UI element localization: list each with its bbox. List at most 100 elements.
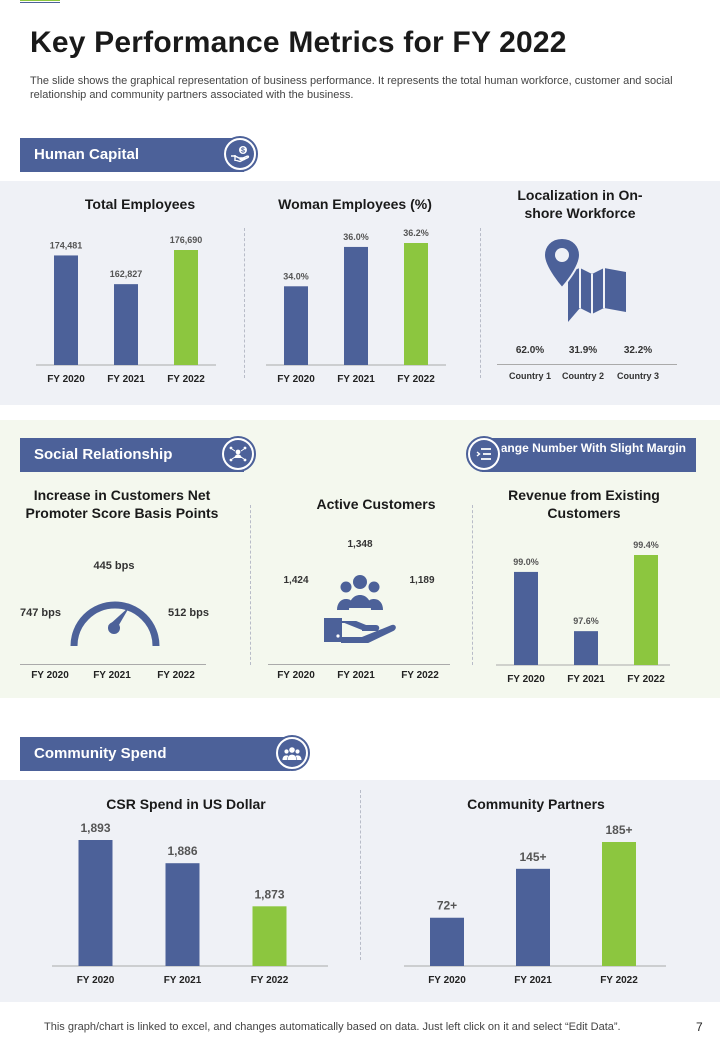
category-label: FY 2021 [107,374,145,385]
data-label: 176,690 [170,235,203,245]
social-relationship-header: Social Relationship [20,438,244,472]
nps-label: FY 2021 [93,670,131,681]
category-label: FY 2021 [514,975,552,986]
localization-value: 62.0% [515,345,545,356]
axis-line [268,664,450,665]
bar [165,863,200,966]
chart-csr-spend: 1,893 FY 2020 1,886 FY 2021 1,873 FY 2022 [52,821,328,986]
category-label: FY 2020 [277,374,315,385]
category-label: FY 2020 [428,975,466,986]
category-label: FY 2021 [164,975,202,986]
chart-title-active-customers: Active Customers [316,496,436,512]
hand-dollar-icon: $ [222,136,258,172]
page-title: Key Performance Metrics for FY 2022 [30,26,567,59]
category-label: FY 2021 [567,674,605,685]
category-label: FY 2022 [397,374,435,385]
localization-value: 32.2% [623,345,653,356]
nps-label: FY 2020 [31,670,69,681]
active-customers-value-fy2020: 1,424 [283,575,309,586]
bar [514,571,538,665]
category-label: FY 2022 [167,374,205,385]
chart-revenue-existing: 99.0% FY 2020 97.6% FY 2021 99.4% FY 2022 [496,540,670,685]
data-label: 72+ [437,899,457,913]
page-number: 7 [696,1020,703,1034]
human-capital-header: Human Capital [20,138,244,172]
hand-customers-icon [324,575,396,643]
bar [252,906,287,966]
chart-title-revenue-existing: Revenue from Existing Customers [508,487,660,521]
divider [472,505,473,665]
chart-title-community-partners: Community Partners [467,796,605,812]
people-network-icon [220,436,256,472]
bar [516,868,550,966]
bar [344,246,368,365]
bar [174,250,198,365]
svg-text:$: $ [241,148,245,155]
active-customers-label: FY 2021 [337,670,375,681]
nps-label: FY 2022 [157,670,195,681]
bar [284,286,308,365]
divider [244,228,245,378]
list-icon [466,436,502,472]
category-label: FY 2022 [627,674,665,685]
data-label: 97.6% [573,616,599,626]
category-label: FY 2022 [600,975,638,986]
chart-title-nps: Increase in Customers Net Promoter Score… [25,487,219,521]
divider [360,790,361,960]
active-customers-value-fy2022: 1,189 [409,575,435,586]
active-customers-label: FY 2020 [277,670,315,681]
chart-title-woman-employees: Woman Employees (%) [278,196,432,212]
data-label: 99.0% [513,557,539,567]
data-label: 1,886 [167,844,197,858]
top-accent-lines [20,0,60,3]
axis-line [497,364,677,365]
bar [634,555,658,665]
category-label: FY 2020 [47,374,85,385]
page-description: The slide shows the graphical representa… [30,75,673,101]
chart-community-partners: 72+ FY 2020 145+ FY 2021 185+ FY 2022 [404,823,666,986]
chart-woman-employees: 34.0% FY 2020 36.0% FY 2021 36.2% FY 2022 [266,228,446,385]
active-customers-label: FY 2022 [401,670,439,681]
localization-value: 31.9% [568,345,598,356]
data-label: 34.0% [283,271,309,281]
group-icon [274,735,310,771]
data-label: 36.2% [403,228,429,238]
divider [250,505,251,665]
nps-value-fy2020: 747 bps [20,607,61,619]
bar [54,255,78,365]
data-label: 162,827 [110,269,143,279]
chart-title-localization: Localization in On-shore Workforce [517,187,643,221]
data-label: 1,873 [254,887,284,901]
axis-line [20,664,206,665]
gauge-icon [70,601,160,647]
bar [574,631,598,665]
category-label: FY 2022 [251,975,289,986]
divider [480,228,481,378]
category-label: FY 2020 [507,674,545,685]
bar [404,243,428,365]
nps-value-fy2022: 512 bps [168,607,209,619]
change-note-banner: Change Number With Slight Margin [482,438,696,472]
active-customers-value-fy2021: 1,348 [347,539,373,550]
data-label: 99.4% [633,540,659,550]
community-spend-header: Community Spend [20,737,290,771]
chart-total-employees: 174,481 FY 2020 162,827 FY 2021 176,690 FY 20… [36,235,216,385]
data-label: 185+ [605,823,632,837]
localization-label: Country 1 [508,371,551,381]
chart-title-csr-spend: CSR Spend in US Dollar [106,796,266,812]
bar [430,917,464,966]
localization-label: Country 3 [616,371,659,381]
data-label: 1,893 [80,821,110,835]
footer-note: This graph/chart is linked to excel, and… [44,1021,621,1033]
bar [78,840,113,966]
chart-title-total-employees: Total Employees [84,196,196,212]
data-label: 174,481 [50,240,83,250]
category-label: FY 2021 [337,374,375,385]
bar [602,842,636,966]
map-pin-icon [542,236,626,322]
bar [114,284,138,365]
localization-label: Country 2 [561,371,604,381]
category-label: FY 2020 [77,975,115,986]
data-label: 36.0% [343,232,369,242]
nps-value-fy2021: 445 bps [93,560,135,572]
